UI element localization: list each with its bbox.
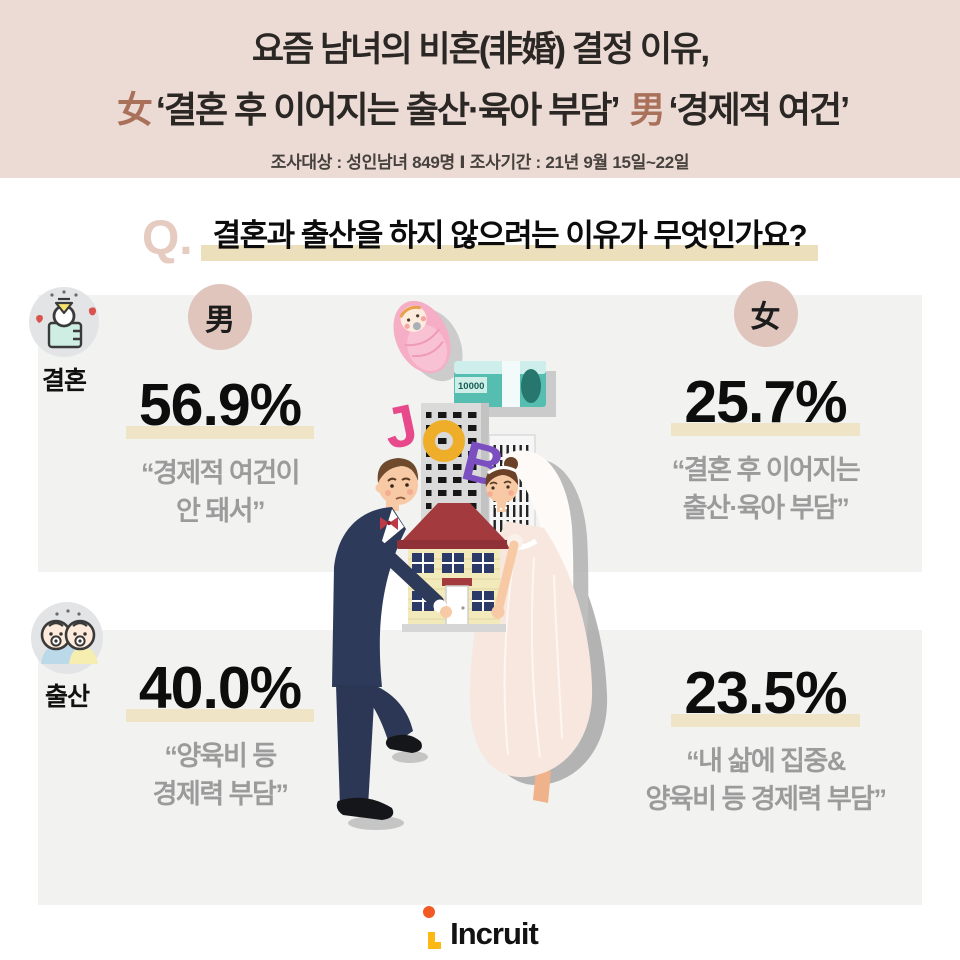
question-text: 결혼과 출산을 하지 않으려는 이유가 무엇인가요? (200, 204, 819, 261)
house-windows (412, 553, 494, 611)
incruit-logo-icon (422, 905, 447, 952)
logo-yellow-bend (428, 932, 442, 949)
quote-line: 출산·육아 부담” (682, 492, 850, 523)
footer: Incruit (0, 905, 960, 952)
childbirth-male-percent: 40.0% (125, 659, 315, 722)
male-hanja: 男 (629, 89, 665, 130)
arms-and-hands (367, 534, 523, 619)
survey-info: 조사대상 : 성인남녀 849명 Ⅰ 조사기간 : 21년 9월 15일~22일 (270, 153, 690, 172)
stat-childbirth-female: 23.5% “내 삶에 집중& 양육비 등 경제력 부담” (598, 664, 933, 819)
main-title-line1: 요즘 남녀의 비혼(非婚) 결정 이유, (251, 30, 710, 69)
quote-line: 경제력 부담” (152, 778, 289, 809)
quote-line: “양육비 등 (164, 741, 277, 771)
letter-j: J (378, 392, 423, 462)
quote-line: “결혼 후 이어지는 (671, 455, 861, 485)
money-stack: 10000 (454, 361, 546, 407)
twin-babies-svg (40, 609, 98, 664)
marriage-female-percent: 25.7% (671, 373, 860, 436)
question-row: Q. 결혼과 출산을 하지 않으려는 이유가 무엇인가요? (0, 204, 960, 266)
quote-line: “경제적 여건이 (140, 458, 301, 488)
female-reason-quote: ‘결혼 후 이어지는 출산·육아 부담’ (155, 89, 620, 130)
marriage-male-percent: 56.9% (125, 376, 315, 439)
groom-figure (332, 458, 422, 820)
header-banner: 요즘 남녀의 비혼(非婚) 결정 이유, 女 ‘결혼 후 이어지는 출산·육아 부… (0, 0, 960, 178)
childbirth-female-percent: 23.5% (671, 664, 860, 727)
quote-line: 안 돼서” (175, 495, 266, 526)
money-label: 10000 (458, 381, 484, 392)
question-prefix: Q. (141, 212, 193, 265)
quote-line: “내 삶에 집중& (686, 746, 846, 776)
male-badge: 男 (188, 284, 252, 350)
couple-carrying-house-illustration: 10000 J B (332, 300, 608, 830)
category-label-marriage: 결혼 (41, 367, 87, 395)
female-badge: 女 (733, 281, 798, 347)
childbirth-male-quote: “양육비 등 경제력 부담” (70, 738, 370, 814)
letter-o-ring (423, 420, 465, 462)
marriage-male-quote: “경제적 여건이 안 돼서” (70, 455, 370, 531)
stat-childbirth-male: 40.0% “양육비 등 경제력 부담” (70, 659, 370, 814)
quote-line: 양육비 등 경제력 부담” (645, 783, 887, 814)
main-title-line2: 女 ‘결혼 후 이어지는 출산·육아 부담’ 男 ‘경제적 여건’ (0, 81, 960, 133)
logo-orange-ring (423, 906, 436, 918)
stat-marriage-female: 女 25.7% “결혼 후 이어지는 출산·육아 부담” (598, 281, 933, 528)
baby-bundle (393, 300, 451, 374)
female-hanja: 女 (116, 89, 153, 130)
house (397, 503, 510, 632)
marriage-female-quote: “결혼 후 이어지는 출산·육아 부담” (598, 452, 933, 528)
stat-marriage-male: 男 56.9% “경제적 여건이 안 돼서” (70, 284, 370, 531)
wedding-ring-gift-icon (29, 287, 99, 357)
childbirth-female-quote: “내 삶에 집중& 양육비 등 경제력 부담” (598, 743, 933, 819)
wedding-ring-gift-svg (36, 290, 97, 349)
incruit-logo-text: Incruit (450, 916, 539, 951)
male-reason-quote: ‘경제적 여건’ (668, 89, 851, 130)
twin-babies-icon (31, 602, 103, 674)
category-label-childbirth: 출산 (44, 683, 90, 711)
